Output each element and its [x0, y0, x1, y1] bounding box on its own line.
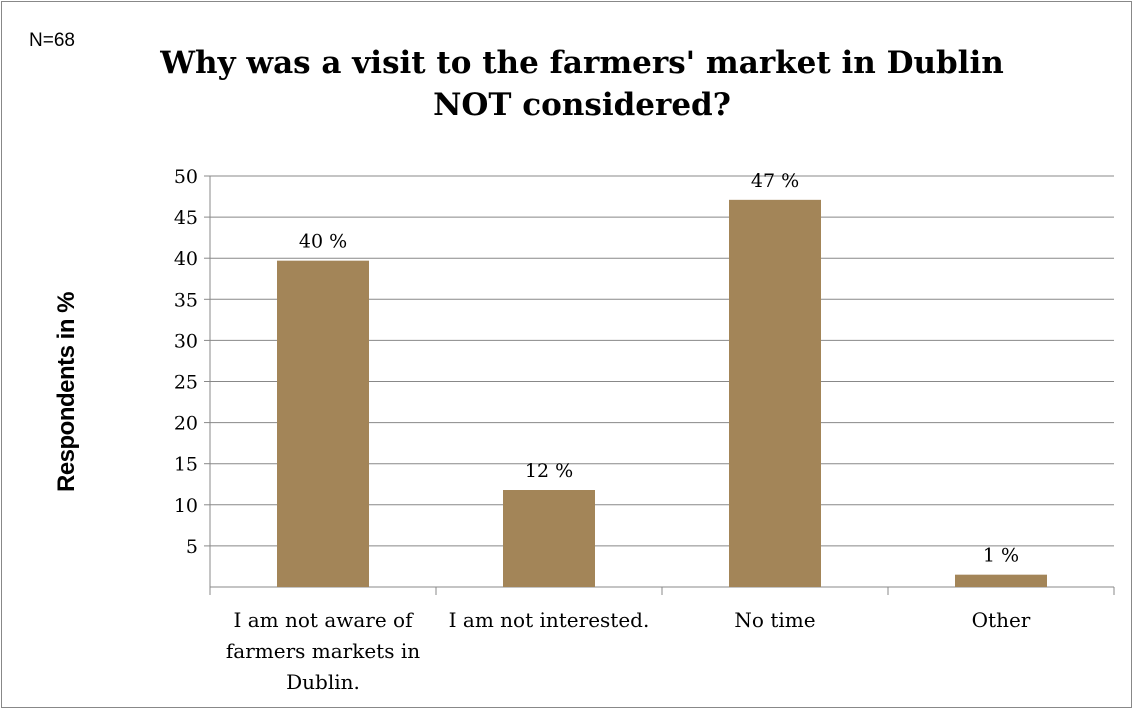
- bar: [955, 574, 1047, 587]
- category-label: Dublin.: [286, 670, 360, 694]
- category-label: I am not aware of: [234, 608, 415, 632]
- y-tick-label: 50: [174, 166, 198, 188]
- y-tick-label: 10: [174, 495, 198, 517]
- chart-title: Why was a visit to the farmers' market i…: [122, 42, 1042, 126]
- data-label: 40 %: [299, 231, 347, 253]
- y-tick-label: 15: [174, 454, 198, 476]
- category-label: Other: [972, 608, 1031, 632]
- bar: [503, 490, 595, 587]
- y-tick-label: 45: [174, 207, 198, 229]
- y-tick-label: 30: [174, 330, 198, 352]
- y-tick-label: 25: [174, 372, 198, 394]
- category-label: No time: [734, 608, 815, 632]
- data-label: 47 %: [751, 170, 799, 192]
- data-label: 1 %: [983, 545, 1019, 567]
- y-tick-label: 5: [186, 536, 198, 558]
- y-tick-label: 20: [174, 413, 198, 435]
- bar: [277, 260, 369, 587]
- sample-size-label: N=68: [29, 30, 75, 51]
- chart-title-line: NOT considered?: [433, 87, 731, 123]
- category-label: I am not interested.: [449, 608, 650, 632]
- data-label: 12 %: [525, 460, 573, 482]
- bar: [729, 199, 821, 587]
- y-tick-label: 40: [174, 248, 198, 270]
- chart-title-line: Why was a visit to the farmers' market i…: [160, 45, 1004, 81]
- category-label: farmers markets in: [226, 639, 420, 663]
- y-tick-label: 35: [174, 289, 198, 311]
